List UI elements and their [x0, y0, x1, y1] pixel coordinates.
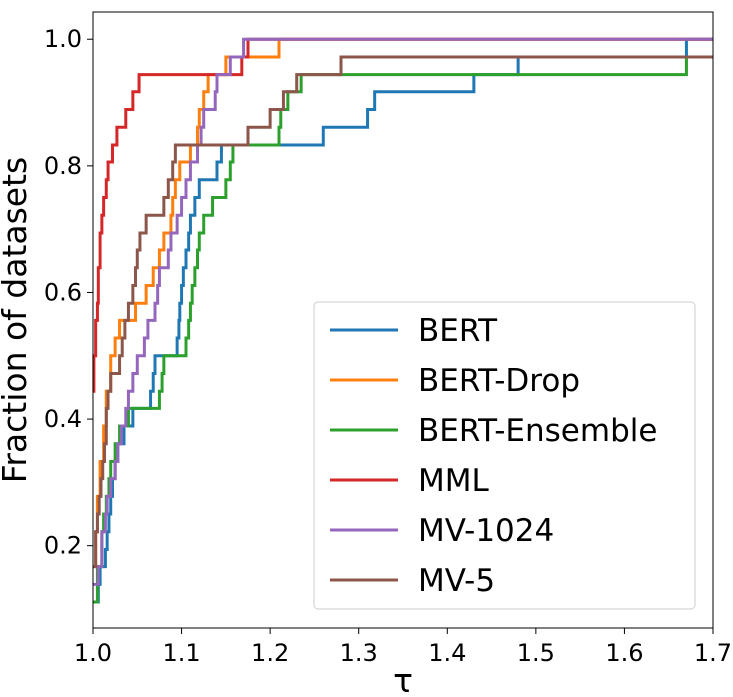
x-tick-label: 1.4	[428, 639, 466, 667]
series-line-mv-1024	[93, 37, 713, 586]
x-axis-label: τ	[393, 661, 413, 697]
series-line-mml	[92, 37, 713, 393]
series-line-bert-ensemble	[93, 55, 713, 604]
series-line-mv-5	[93, 55, 713, 569]
x-tick-label: 1.1	[162, 639, 200, 667]
series-line-bert	[93, 37, 713, 604]
legend-label-bert-drop: BERT-Drop	[418, 363, 580, 399]
x-tick-label: 1.2	[251, 639, 289, 667]
legend-box	[313, 301, 696, 610]
y-tick-label: 0.8	[44, 152, 82, 180]
series-lines	[92, 37, 713, 604]
x-tick-label: 1.0	[74, 639, 112, 667]
plot-frame	[92, 11, 714, 629]
y-axis-label: Fraction of datasets	[0, 157, 34, 483]
legend-label-mv-1024: MV-1024	[418, 513, 554, 549]
legend-label-mml: MML	[418, 463, 489, 499]
y-tick-label: 0.4	[44, 405, 82, 433]
legend-label-bert-ensemble: BERT-Ensemble	[418, 413, 657, 449]
x-tick-label: 1.7	[694, 639, 732, 667]
legend-items: BERT BERT-Drop BERT-Ensemble MML MV-1024 MV-5	[330, 313, 657, 599]
x-tick-label: 1.3	[340, 639, 378, 667]
x-tick-label: 1.6	[605, 639, 643, 667]
x-tick-label: 1.5	[517, 639, 555, 667]
y-tick-label: 1.0	[44, 25, 82, 53]
y-tick-label: 0.2	[44, 532, 82, 560]
legend-label-bert: BERT	[418, 313, 498, 349]
legend: BERT BERT-Drop BERT-Ensemble MML MV-1024 MV-5	[313, 301, 696, 610]
y-tick-label: 0.6	[44, 278, 82, 306]
legend-label-mv-5: MV-5	[418, 563, 495, 599]
y-axis-ticks: 0.2 0.4 0.6 0.8 1.0	[44, 25, 93, 560]
x-axis-ticks: 1.0 1.1 1.2 1.3 1.4 1.5 1.6 1.7	[74, 628, 732, 667]
